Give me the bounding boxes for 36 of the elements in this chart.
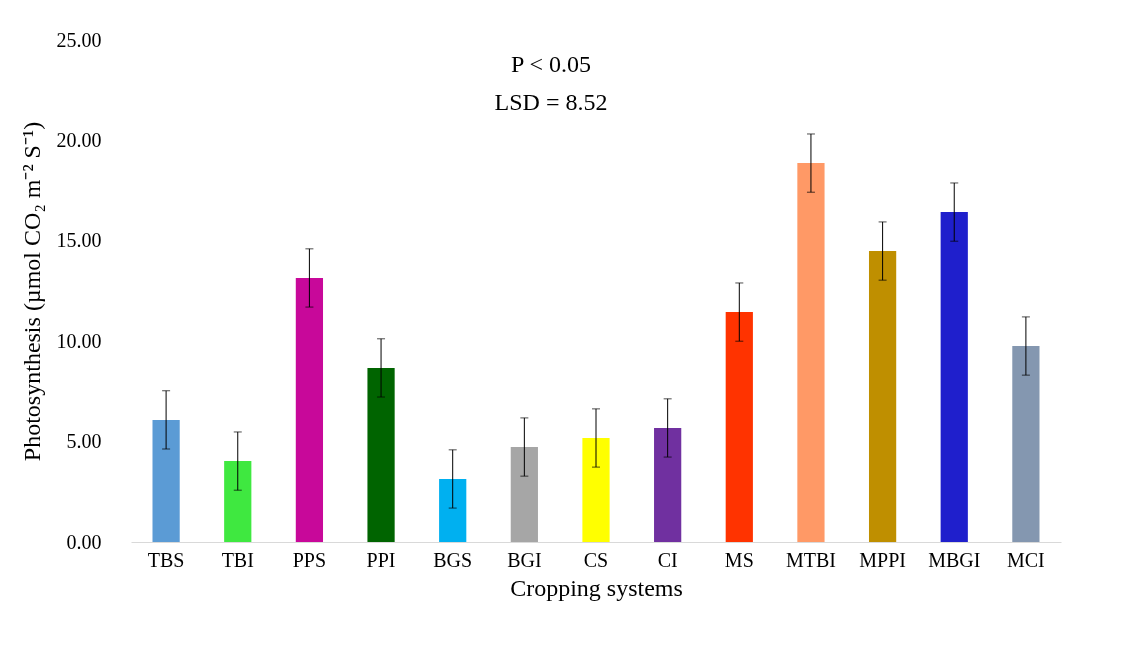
y-tick-label: 15.00 [56,229,102,252]
x-tick-label: MPPI [859,548,906,571]
x-tick-label: MBGI [928,548,981,571]
bar [1012,346,1040,542]
bar [295,277,324,542]
x-tick-label: PPS [292,548,327,571]
y-tick-label: 5.00 [66,430,102,453]
y-tick-label: 20.00 [56,128,102,151]
bar [582,437,610,542]
x-tick-label: MTBI [785,548,836,571]
x-tick-label: PPI [366,548,396,571]
bar [654,427,682,542]
y-axis-title: Photosynthesis (µmol CO₂ m⁻² S⁻¹) [18,121,45,462]
x-axis-title: Cropping systems [510,574,683,601]
y-tick-label: 25.00 [56,28,102,51]
x-tick-label: BGI [507,548,542,571]
bar [940,212,968,542]
bar [510,447,538,542]
bar [152,419,180,542]
bar [797,163,825,542]
annotation: LSD = 8.52 [494,89,608,115]
annotation: P < 0.05 [511,51,591,77]
bar [367,367,395,542]
x-tick-label: CI [657,548,678,571]
x-tick-label: TBI [221,548,254,571]
x-tick-label: BGS [433,548,473,571]
bar [439,478,467,542]
bar [725,312,753,542]
bar [224,461,252,542]
x-tick-label: MCI [1006,548,1045,571]
bar [868,251,897,542]
y-tick-label: 10.00 [56,329,102,352]
y-tick-label: 0.00 [66,530,102,553]
x-tick-label: CS [583,548,609,571]
x-tick-label: TBS [147,548,185,571]
x-tick-label: MS [724,548,754,571]
